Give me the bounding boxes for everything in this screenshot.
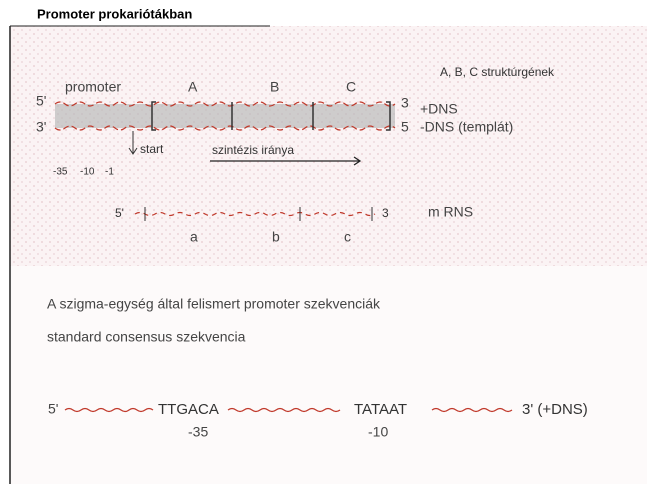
end-label: 5' <box>115 206 124 220</box>
position-label: -10 <box>368 424 388 440</box>
dna-helix <box>55 104 395 128</box>
end-label: 3' <box>36 119 46 135</box>
text-line: standard consensus szekvencia <box>47 329 246 345</box>
end-label: 3 <box>401 95 409 111</box>
upper-panel <box>10 26 647 266</box>
position-label: -35 <box>53 167 68 178</box>
box-35: TTGACA <box>158 401 219 418</box>
slide: Promoter prokariótákban promoter A B C A… <box>0 0 647 484</box>
promoter-label: promoter <box>65 79 121 95</box>
text-line: A szigma-egység által felismert promoter… <box>47 296 381 312</box>
end-label: 3' (+DNS) <box>522 401 588 418</box>
gene-label: A <box>188 79 198 95</box>
position-label: -1 <box>105 167 114 178</box>
product-label: a <box>190 229 198 245</box>
end-label: 5' <box>36 93 46 109</box>
box-10: TATAAT <box>354 401 407 418</box>
product-label: c <box>344 229 351 245</box>
end-label: 5' <box>48 401 58 417</box>
start-label: start <box>140 142 164 156</box>
end-label: 3 <box>382 206 389 220</box>
mrna-label: m RNS <box>428 204 473 220</box>
product-label: b <box>272 229 280 245</box>
gene-label: B <box>270 79 279 95</box>
position-label: -10 <box>80 167 95 178</box>
strand-label: -DNS (templát) <box>420 119 513 135</box>
title: Promoter prokariótákban <box>37 6 192 21</box>
end-label: 5 <box>401 119 409 135</box>
strand-label: +DNS <box>420 101 458 117</box>
genes-note: A, B, C struktúrgének <box>440 65 555 79</box>
position-label: -35 <box>188 424 208 440</box>
gene-label: C <box>346 79 356 95</box>
direction-label: szintézis iránya <box>212 143 294 157</box>
